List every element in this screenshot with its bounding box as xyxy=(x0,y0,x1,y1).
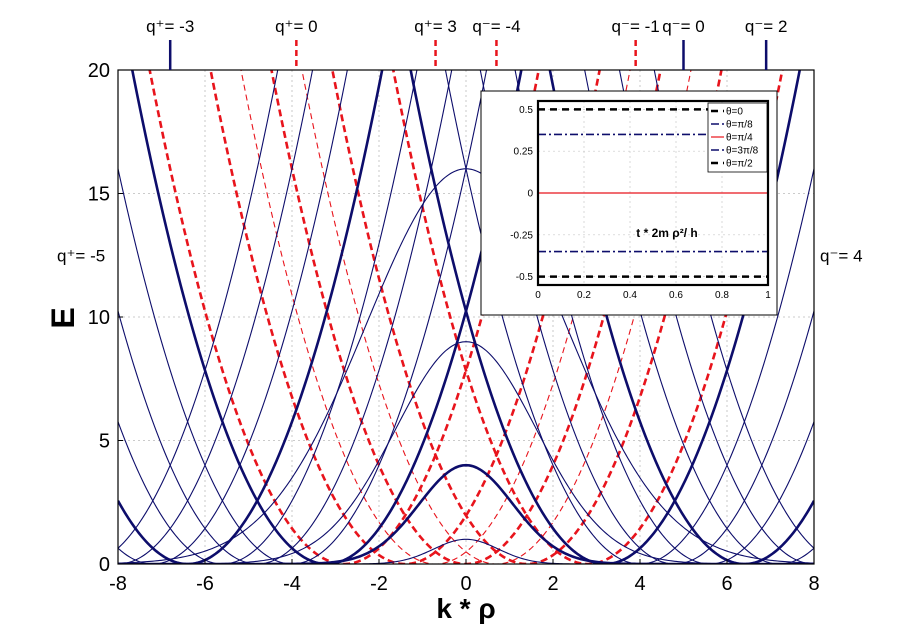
inset-plot-frame xyxy=(536,99,770,287)
inset-x-tick: 0 xyxy=(535,290,541,301)
main-annotations: q⁺= -3 q⁺= 0 q⁺= 3 q⁻= -4 q⁻= -1 q⁻= 0 q⁻= 2 q⁺… xyxy=(57,17,863,265)
inset-y-tick: -0.5 xyxy=(516,272,534,283)
legend-entry: θ=π/4 xyxy=(726,133,753,144)
inset-x-tick: 1 xyxy=(765,290,771,301)
inset-y-tick: -0.25 xyxy=(510,230,533,241)
band-parabola-20 xyxy=(584,70,814,564)
band-parabola-6 xyxy=(391,70,784,564)
band-parabola-19 xyxy=(548,70,814,564)
inset-ticks: 0 0.2 0.4 0.6 0.8 1 -0.5 -0.25 0 0.25 0.5 xyxy=(510,105,771,301)
legend-entry: θ=0 xyxy=(726,107,743,118)
band-bump-24 xyxy=(118,463,814,564)
band-parabola-12 xyxy=(118,70,348,564)
y-axis-label: E xyxy=(45,307,81,328)
legend-entry: θ=3π/8 xyxy=(726,146,759,157)
band-bump-25 xyxy=(118,341,814,564)
band-parabola-15 xyxy=(409,70,802,564)
legend-entry: θ=π/8 xyxy=(726,120,753,131)
x-axis-label: k * ρ xyxy=(436,593,495,624)
y-tick-label: 5 xyxy=(99,431,110,453)
band-bump-23 xyxy=(118,538,814,564)
top-annotation: q⁻= 2 xyxy=(745,17,788,36)
y-tick-label: 15 xyxy=(88,184,110,206)
band-bump-26 xyxy=(118,168,814,564)
x-tick-label: -4 xyxy=(283,573,301,595)
inset-chart: 0 0.2 0.4 0.6 0.8 1 -0.5 -0.25 0 0.25 0.5 t * 2m ρ… xyxy=(480,90,778,316)
band-parabola-14 xyxy=(118,70,279,549)
y-tick-label: 0 xyxy=(99,554,110,576)
legend-entry: θ=π/2 xyxy=(726,159,753,170)
band-parabola-9 xyxy=(118,70,453,564)
x-tick-label: 8 xyxy=(808,573,819,595)
x-tick-label: -8 xyxy=(109,573,127,595)
band-parabola-21 xyxy=(618,70,814,564)
y-tick-label: 10 xyxy=(88,307,110,329)
side-annotation: q⁻= 4 xyxy=(820,246,863,265)
main-curves xyxy=(118,70,814,564)
x-tick-label: -6 xyxy=(196,573,214,595)
inset-x-label: t * 2m ρ²/ h xyxy=(636,226,697,240)
band-parabola-1 xyxy=(301,70,692,564)
x-tick-label: 0 xyxy=(460,573,471,595)
band-parabola-13 xyxy=(118,70,314,564)
y-tick-label: 20 xyxy=(88,60,110,82)
inset-x-tick: 0.4 xyxy=(623,290,637,301)
x-tick-label: 4 xyxy=(634,573,645,595)
x-tick-label: -2 xyxy=(370,573,388,595)
top-annotation: q⁺= 0 xyxy=(275,17,318,36)
inset-x-tick: 0.2 xyxy=(577,290,591,301)
top-annotation: q⁺= 3 xyxy=(414,17,457,36)
band-parabola-10 xyxy=(118,70,418,564)
band-parabola-18 xyxy=(514,70,814,564)
inset-y-tick: 0.25 xyxy=(514,147,534,158)
band-parabola-11 xyxy=(118,70,384,564)
inset-x-tick: 0.8 xyxy=(715,290,729,301)
x-tick-label: 6 xyxy=(721,573,732,595)
inset-x-tick: 0.6 xyxy=(669,290,683,301)
inset-legend: θ=0 θ=π/8 θ=π/4 θ=3π/8 θ=π/2 xyxy=(707,102,768,173)
band-parabola-4 xyxy=(209,70,601,564)
side-annotation: q⁺= -5 xyxy=(57,246,105,265)
inset-y-tick: 0 xyxy=(527,189,533,200)
top-annotation: q⁻= -4 xyxy=(472,17,520,36)
x-tick-label: 2 xyxy=(547,573,558,595)
band-parabola-17 xyxy=(479,70,814,564)
top-annotation: q⁺= -3 xyxy=(146,17,194,36)
top-annotation: q⁻= -1 xyxy=(612,17,660,36)
inset-lines xyxy=(538,108,768,278)
inset-y-tick: 0.5 xyxy=(519,105,533,116)
top-annotation: q⁻= 0 xyxy=(662,17,705,36)
